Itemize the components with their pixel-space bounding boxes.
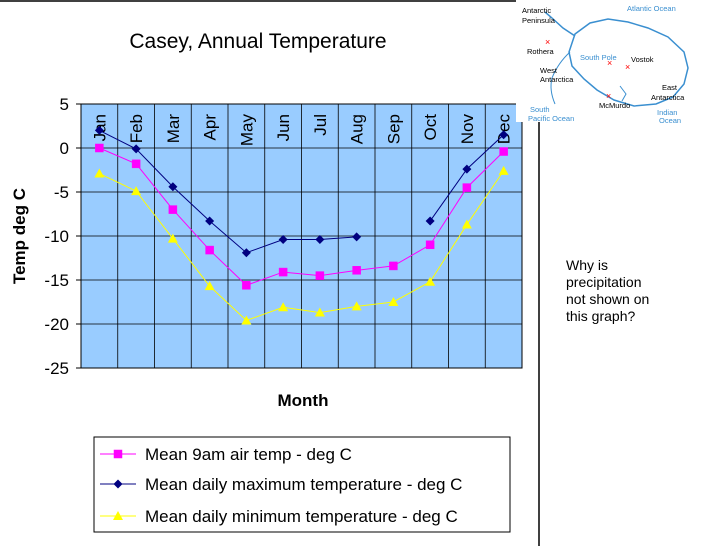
y-tick-label: -10 — [44, 227, 69, 246]
data-point — [425, 216, 435, 226]
data-point — [461, 219, 472, 229]
y-tick-label: -5 — [54, 183, 69, 202]
plot-area: 50-5-10-15-20-25JanFebMarAprMayJunJulAug… — [44, 95, 523, 378]
peninsula-shape — [544, 11, 576, 37]
data-point — [131, 186, 142, 196]
data-point — [278, 302, 289, 312]
map-ocean-ocean: Ocean — [659, 116, 681, 125]
question-line-2: precipitation — [566, 274, 642, 290]
data-point — [389, 261, 398, 271]
mcmurdo-marker-icon: × — [606, 91, 611, 101]
question-line-1: Why is — [566, 257, 608, 273]
legend-label: Mean 9am air temp - deg C — [145, 445, 352, 464]
y-axis-title: Temp deg C — [10, 188, 29, 284]
map-label-west-antarctica: Antarctica — [540, 75, 574, 84]
x-axis-title: Month — [278, 391, 329, 410]
legend-box — [93, 436, 511, 533]
x-tick-label: Dec — [495, 114, 514, 145]
map-label-east: East — [662, 83, 678, 92]
x-tick-label: Aug — [348, 114, 367, 144]
vostok-marker-icon: × — [625, 62, 630, 72]
x-tick-label: Apr — [201, 114, 220, 141]
map-label-peninsula: Peninsula — [522, 16, 556, 25]
continent-shape — [568, 18, 689, 107]
x-tick-label: Mar — [164, 114, 183, 144]
data-point — [425, 240, 435, 250]
data-point — [498, 165, 509, 175]
map-label-mcmurdo: McMurdo — [599, 101, 630, 110]
y-tick-label: -20 — [44, 315, 69, 334]
legend: Mean 9am air temp - deg C Mean daily maxi… — [93, 436, 511, 533]
map-ocean-pacific: Pacific Ocean — [528, 114, 574, 123]
x-tick-label: Oct — [421, 114, 440, 141]
data-point — [315, 271, 325, 280]
data-point — [168, 182, 178, 192]
south-pole-marker-icon: × — [607, 58, 612, 68]
data-point — [131, 159, 141, 169]
map-label-rothera: Rothera — [527, 47, 555, 56]
x-tick-label: Jul — [311, 114, 330, 136]
question-line-4: this graph? — [566, 308, 636, 324]
data-point — [113, 479, 123, 489]
data-point — [462, 183, 472, 192]
map-label-south-pole: South Pole — [580, 53, 617, 62]
data-point — [352, 232, 362, 242]
data-point — [278, 235, 288, 245]
series-line — [99, 170, 505, 322]
data-point — [425, 276, 436, 286]
series-line — [99, 129, 357, 254]
x-tick-label: May — [237, 114, 256, 147]
x-tick-label: Feb — [127, 114, 146, 143]
map-label-antarctic: Antarctic — [522, 6, 551, 15]
x-tick-label: Nov — [458, 114, 477, 145]
y-tick-label: -15 — [44, 271, 69, 290]
data-point — [278, 267, 288, 277]
y-tick-label: -25 — [44, 359, 69, 378]
question-line-3: not shown on — [566, 291, 650, 307]
data-point — [388, 297, 399, 306]
data-point — [499, 147, 508, 156]
x-tick-label: Sep — [384, 114, 403, 144]
chart-title: Casey, Annual Temperature — [129, 30, 386, 53]
data-point — [314, 307, 325, 317]
data-point — [94, 125, 104, 135]
data-point — [205, 216, 215, 226]
data-point — [241, 248, 251, 258]
data-point — [462, 164, 472, 174]
x-tick-label: Jun — [274, 114, 293, 141]
map-ocean-indian: Indian — [657, 108, 677, 117]
data-point — [167, 233, 178, 243]
data-point — [113, 449, 123, 459]
data-point — [131, 144, 141, 154]
legend-label: Mean daily minimum temperature - deg C — [145, 507, 458, 526]
ross-coast — [619, 85, 627, 102]
data-point — [241, 315, 252, 325]
antarctica-map: Atlantic Ocean Antarctic Peninsula Rothe… — [516, 0, 728, 125]
data-point — [352, 266, 361, 275]
rothera-marker-icon: × — [545, 37, 550, 47]
data-point — [315, 235, 325, 245]
data-point — [168, 205, 178, 214]
map-label-vostok: Vostok — [631, 55, 654, 64]
map-ocean-atlantic: Atlantic Ocean — [627, 4, 676, 13]
series-line — [99, 147, 504, 286]
data-point — [242, 281, 251, 290]
legend-label: Mean daily maximum temperature - deg C — [145, 475, 462, 494]
data-point — [94, 168, 105, 178]
y-tick-label: 5 — [60, 95, 69, 114]
precipitation-question: Why is precipitation not shown on this g… — [566, 257, 696, 325]
data-point — [95, 143, 104, 153]
map-label-west: West — [540, 66, 558, 75]
data-point — [499, 130, 509, 140]
data-point — [204, 281, 215, 291]
west-coast — [550, 51, 571, 105]
data-point — [113, 511, 123, 520]
data-point — [351, 301, 362, 311]
map-label-east-antarctica: Antarctica — [651, 93, 685, 102]
map-ocean-south: South — [530, 105, 550, 114]
data-point — [205, 245, 214, 255]
y-tick-label: 0 — [60, 139, 69, 158]
